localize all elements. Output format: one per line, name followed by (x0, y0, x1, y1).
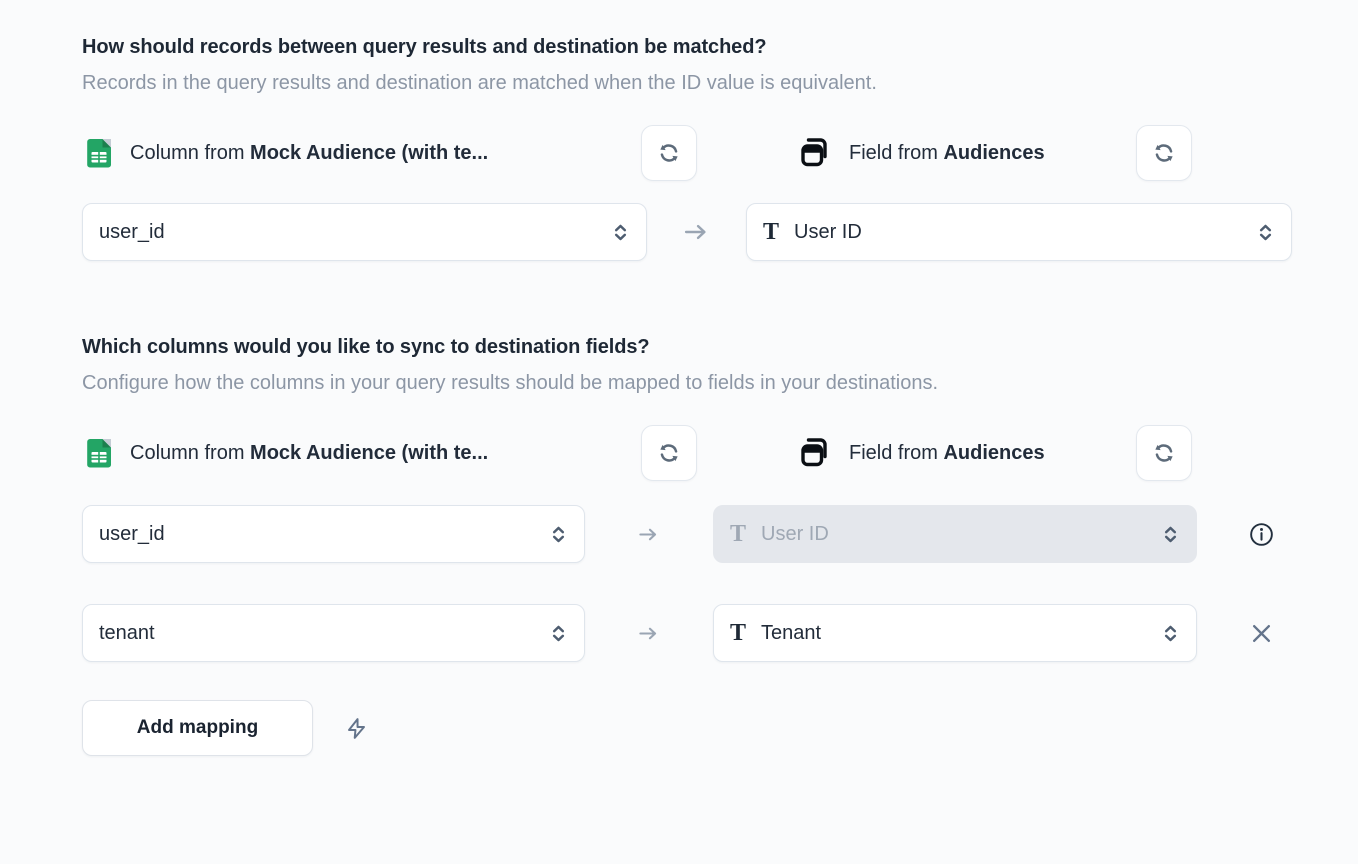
up-down-chevrons-icon (547, 523, 570, 546)
sync-arrows-icon (656, 440, 682, 466)
destination-field-header: Field from Audiences (795, 133, 1136, 173)
up-down-chevrons-icon (1254, 221, 1277, 244)
refresh-source-columns-button[interactable] (641, 125, 697, 181)
text-type-icon: T (730, 521, 747, 547)
add-mapping-button[interactable]: Add mapping (82, 700, 313, 756)
right-arrow-icon (682, 219, 712, 245)
refresh-source-columns-button[interactable] (641, 425, 697, 481)
source-name: Mock Audience (with te... (250, 441, 489, 464)
sync-mapping-row: user_id T User ID (82, 505, 1358, 563)
sync-source-value: tenant (99, 621, 155, 644)
matching-section-subtitle: Records in the query results and destina… (82, 72, 877, 94)
destination-field-header-label: Field from Audiences (849, 141, 1045, 164)
sync-source-value: user_id (99, 522, 165, 545)
refresh-destination-fields-button[interactable] (1136, 425, 1192, 481)
sync-destination-select[interactable]: T Tenant (713, 604, 1197, 662)
sync-arrows-icon (1151, 140, 1177, 166)
match-destination-value: User ID (794, 220, 862, 243)
source-name: Mock Audience (with te... (250, 141, 489, 164)
sync-source-select[interactable]: user_id (82, 505, 585, 563)
destination-name: Audiences (943, 441, 1045, 464)
destination-field-header-label: Field from Audiences (849, 441, 1045, 464)
app-windows-icon (795, 433, 835, 473)
match-mapping-row: user_id T User ID (82, 203, 1358, 261)
source-column-header-label: Column from Mock Audience (with te... (130, 441, 489, 464)
sync-destination-value: Tenant (761, 621, 822, 644)
mapping-arrow (585, 622, 713, 645)
sync-section-subtitle: Configure how the columns in your query … (82, 372, 939, 394)
lightning-bolt-icon[interactable] (344, 716, 369, 741)
up-down-chevrons-icon (547, 622, 570, 645)
mapping-arrow (585, 523, 713, 546)
google-sheets-icon (82, 436, 116, 470)
match-source-select[interactable]: user_id (82, 203, 647, 261)
sync-mapping-row: tenant T Tenant (82, 604, 1358, 662)
destination-name: Audiences (943, 141, 1045, 164)
source-column-header-label: Column from Mock Audience (with te... (130, 141, 489, 164)
google-sheets-icon (82, 136, 116, 170)
sync-mappings-section: Which columns would you like to sync to … (82, 333, 1358, 756)
row-action (1197, 620, 1325, 647)
sync-destination-select[interactable]: T User ID (713, 505, 1197, 563)
destination-field-header: Field from Audiences (795, 433, 1136, 473)
sync-header-row: Column from Mock Audience (with te... (82, 425, 1358, 481)
refresh-destination-fields-button[interactable] (1136, 125, 1192, 181)
sync-source-select[interactable]: tenant (82, 604, 585, 662)
right-arrow-icon (636, 622, 662, 645)
up-down-chevrons-icon (609, 221, 632, 244)
sync-arrows-icon (656, 140, 682, 166)
add-mapping-row: Add mapping (82, 700, 1358, 756)
right-arrow-icon (636, 523, 662, 546)
info-circle-icon[interactable] (1248, 521, 1275, 548)
up-down-chevrons-icon (1159, 622, 1182, 645)
source-column-header: Column from Mock Audience (with te... (82, 436, 641, 470)
x-icon[interactable] (1248, 620, 1275, 647)
text-type-icon: T (730, 620, 747, 646)
app-windows-icon (795, 133, 835, 173)
sync-section-title: Which columns would you like to sync to … (82, 336, 650, 358)
row-action (1197, 521, 1325, 548)
mapping-arrow (647, 219, 746, 245)
sync-arrows-icon (1151, 440, 1177, 466)
sync-destination-value: User ID (761, 522, 829, 545)
matching-header-row: Column from Mock Audience (with te... (82, 125, 1358, 181)
up-down-chevrons-icon (1159, 523, 1182, 546)
match-source-value: user_id (99, 220, 165, 243)
text-type-icon: T (763, 219, 780, 245)
matching-section: How should records between query results… (82, 33, 1358, 261)
matching-section-title: How should records between query results… (82, 36, 767, 58)
match-destination-select[interactable]: T User ID (746, 203, 1292, 261)
source-column-header: Column from Mock Audience (with te... (82, 136, 641, 170)
